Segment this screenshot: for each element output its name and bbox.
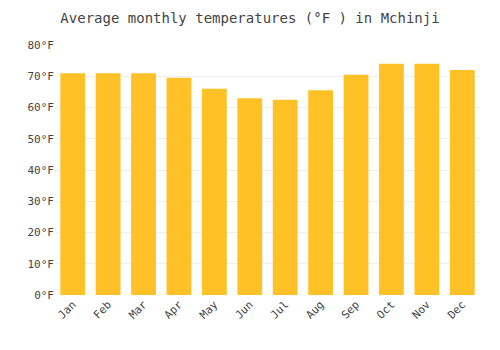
- svg-text:May: May: [197, 298, 221, 322]
- svg-text:70°F: 70°F: [28, 70, 55, 83]
- svg-text:Oct: Oct: [374, 298, 397, 321]
- svg-text:Dec: Dec: [445, 298, 468, 321]
- svg-text:Jan: Jan: [55, 298, 78, 321]
- svg-text:50°F: 50°F: [28, 133, 55, 146]
- svg-text:30°F: 30°F: [28, 195, 55, 208]
- svg-text:40°F: 40°F: [28, 164, 55, 177]
- svg-text:Jun: Jun: [233, 298, 256, 321]
- svg-text:Nov: Nov: [410, 298, 434, 322]
- svg-text:Apr: Apr: [162, 298, 186, 322]
- svg-text:Aug: Aug: [303, 298, 326, 321]
- svg-text:Average monthly temperatures (: Average monthly temperatures (°F ) in Mc…: [60, 10, 439, 26]
- svg-text:10°F: 10°F: [28, 258, 55, 271]
- svg-text:80°F: 80°F: [28, 39, 55, 52]
- svg-text:0°F: 0°F: [34, 289, 54, 302]
- svg-text:Feb: Feb: [91, 298, 114, 321]
- svg-text:Mar: Mar: [126, 298, 150, 322]
- svg-text:Sep: Sep: [339, 298, 362, 321]
- svg-text:Jul: Jul: [268, 298, 291, 321]
- svg-text:20°F: 20°F: [28, 226, 55, 239]
- svg-text:60°F: 60°F: [28, 101, 55, 114]
